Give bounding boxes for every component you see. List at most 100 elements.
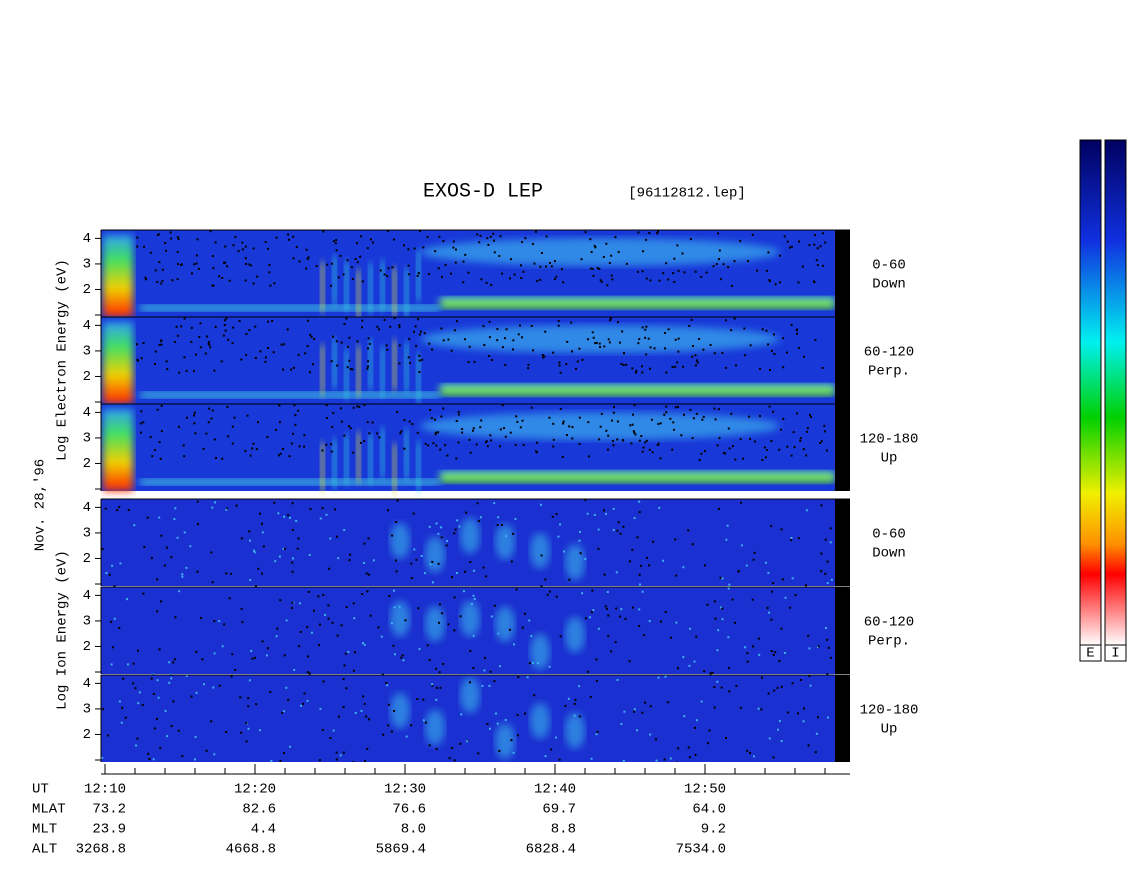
speck: [224, 329, 227, 332]
burst: [344, 349, 349, 400]
speck: [451, 747, 454, 750]
speck: [462, 590, 465, 593]
speck: [336, 634, 339, 637]
speck: [279, 452, 282, 455]
speck: [136, 245, 139, 248]
speck: [156, 281, 159, 284]
speck: [616, 321, 619, 324]
speck: [634, 433, 637, 436]
speck: [588, 616, 591, 619]
speck: [303, 692, 306, 695]
speck: [824, 241, 827, 244]
speck: [418, 333, 421, 336]
speck: [170, 725, 173, 728]
speck: [669, 757, 672, 760]
speck: [226, 405, 229, 408]
speck: [163, 564, 166, 567]
speck: [469, 451, 472, 454]
x-tick-label: 12:20: [234, 782, 276, 798]
y-tick-label: 4: [83, 231, 91, 247]
speck: [530, 324, 533, 327]
speck: [347, 425, 350, 428]
speck: [469, 561, 472, 564]
speck: [803, 707, 806, 710]
speck: [636, 729, 639, 732]
speck: [386, 348, 389, 351]
speck: [597, 627, 600, 630]
colorbar: [1104, 139, 1127, 646]
speck: [676, 761, 679, 762]
speck: [275, 236, 278, 239]
speck: [173, 518, 176, 521]
speck: [767, 343, 770, 346]
speck: [319, 517, 322, 520]
speck: [681, 252, 684, 255]
speck: [177, 729, 180, 732]
speck: [600, 412, 603, 415]
ephemeris-value: 64.0: [692, 802, 726, 818]
speck: [605, 607, 608, 610]
ephemeris-value: 6828.4: [526, 842, 576, 858]
speck: [544, 755, 547, 758]
speck: [342, 678, 345, 681]
speck: [438, 621, 441, 624]
speck: [559, 371, 562, 374]
speck: [250, 264, 253, 267]
speck: [688, 324, 691, 327]
speck: [768, 737, 771, 740]
speck: [672, 272, 675, 275]
speck: [717, 629, 720, 632]
speck: [719, 278, 722, 281]
speck: [189, 545, 192, 548]
speck: [293, 668, 296, 671]
speck: [516, 420, 519, 423]
speck: [714, 418, 717, 421]
speck: [366, 590, 369, 593]
speck: [623, 352, 626, 355]
panel-label: 0-60: [872, 258, 906, 274]
speck: [434, 433, 437, 436]
speck: [667, 328, 670, 331]
speck: [780, 740, 783, 743]
speck: [533, 262, 536, 265]
speck: [821, 366, 824, 369]
speck: [817, 716, 820, 719]
speck: [608, 341, 611, 344]
speck: [781, 578, 784, 581]
speck: [594, 342, 597, 345]
speck: [173, 658, 176, 661]
speck: [442, 339, 445, 342]
speck: [676, 361, 679, 364]
speck: [733, 621, 736, 624]
speck: [612, 411, 615, 414]
speck: [289, 745, 292, 748]
speck: [614, 236, 617, 239]
speck: [791, 682, 794, 685]
speck: [247, 705, 250, 708]
speck: [296, 547, 299, 550]
speck: [789, 606, 792, 609]
speck: [711, 671, 714, 674]
speck: [727, 587, 730, 590]
speck: [307, 256, 310, 259]
speck: [580, 258, 583, 261]
no-data: [835, 230, 850, 317]
speck: [310, 335, 313, 338]
speck: [591, 589, 594, 592]
speck: [299, 602, 302, 605]
speck: [307, 655, 310, 658]
speck: [703, 450, 706, 453]
speck: [598, 342, 601, 345]
speck: [622, 760, 625, 762]
speck: [170, 237, 173, 240]
speck: [432, 442, 435, 445]
speck: [634, 371, 637, 374]
speck: [779, 254, 782, 257]
speck: [757, 707, 760, 710]
speck: [677, 269, 680, 272]
speck: [283, 654, 286, 657]
panel-label: 120-180: [860, 703, 919, 719]
speck: [657, 442, 660, 445]
speck: [656, 230, 659, 233]
speck: [648, 231, 651, 234]
